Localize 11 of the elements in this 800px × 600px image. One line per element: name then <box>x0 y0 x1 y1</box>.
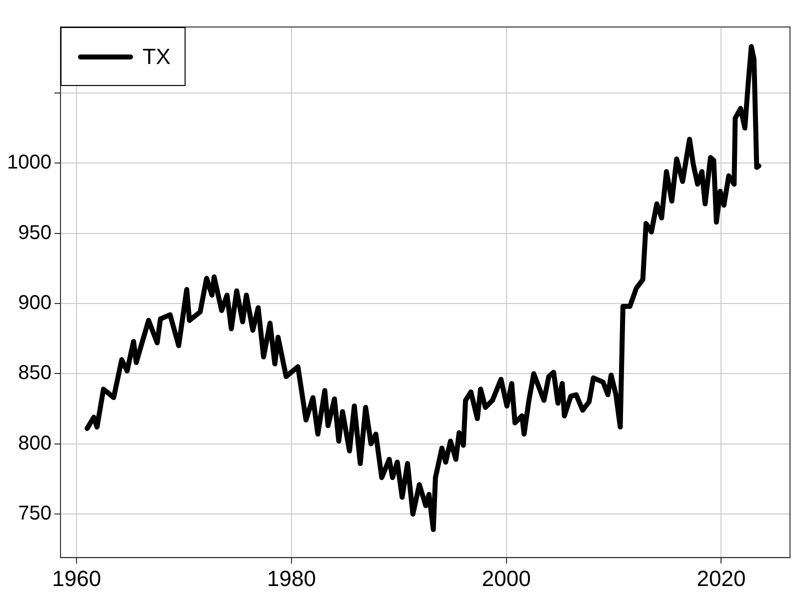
y-tick-label: 900 <box>18 292 52 314</box>
y-tick-label: 800 <box>18 432 52 454</box>
x-tick-label: 2020 <box>696 566 746 591</box>
y-tick-label: 750 <box>18 502 52 525</box>
y-tick-label: 1000 <box>6 152 52 174</box>
x-tick-label: 2000 <box>482 566 531 591</box>
x-tick-label: 1960 <box>52 566 102 591</box>
y-tick-label: 850 <box>18 362 52 384</box>
x-tick-label: 1980 <box>267 566 316 591</box>
y-tick-label: 950 <box>18 222 52 244</box>
legend-label: TX <box>142 44 171 70</box>
